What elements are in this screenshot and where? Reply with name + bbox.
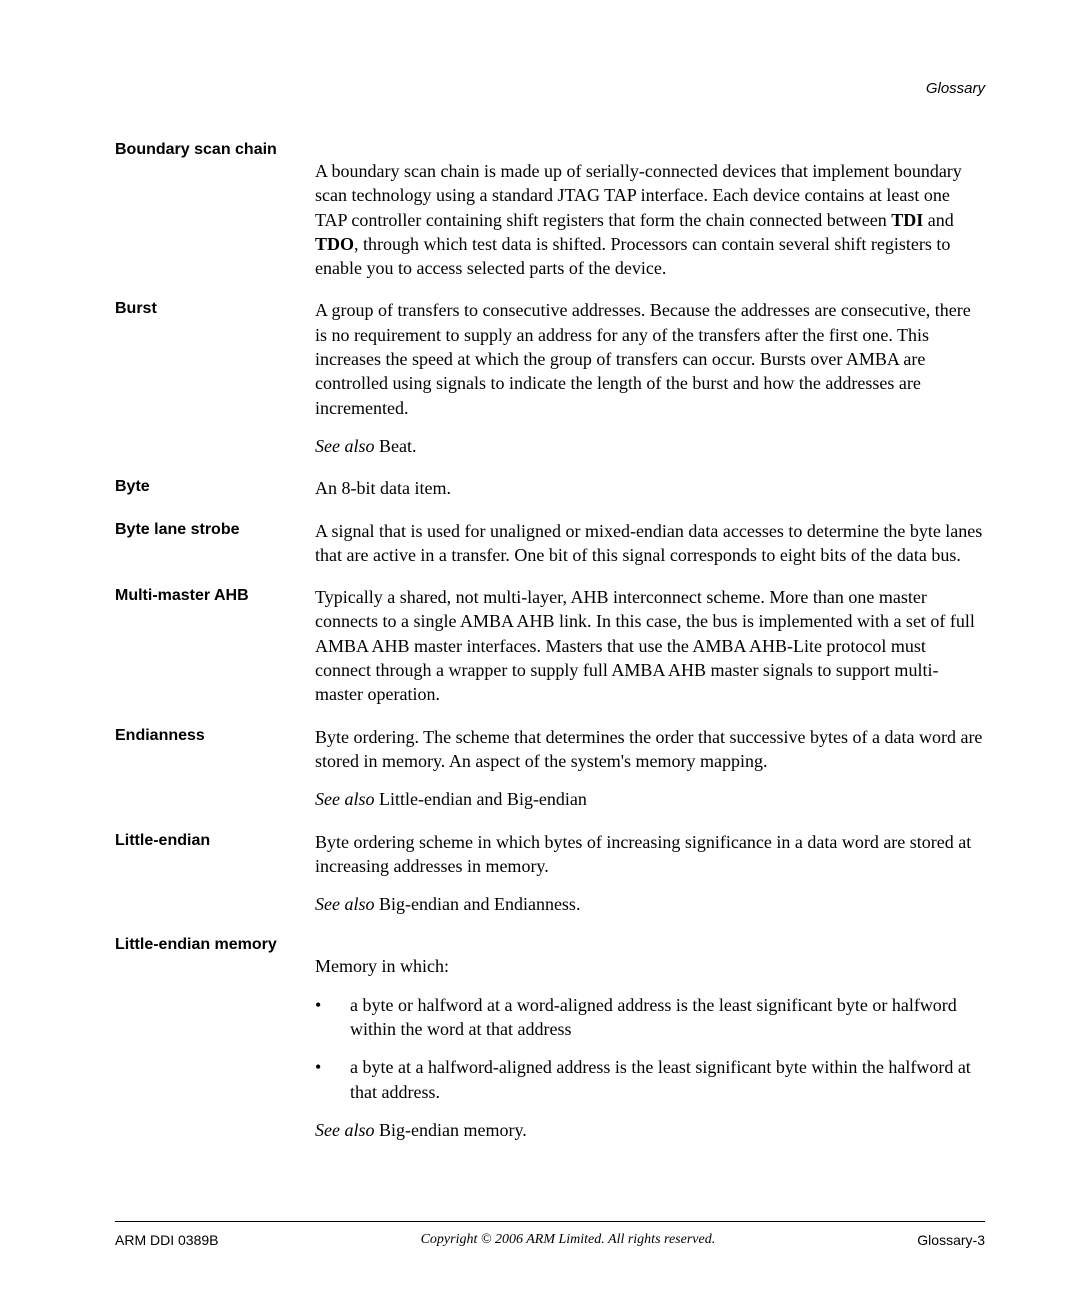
glossary-entries: Boundary scan chainA boundary scan chain…: [115, 139, 985, 1142]
glossary-term: Endianness: [115, 725, 315, 812]
definition-text: A boundary scan chain is made up of seri…: [315, 159, 985, 280]
definition-text: Memory in which:: [315, 954, 985, 978]
list-item: •a byte or halfword at a word-aligned ad…: [315, 993, 985, 1042]
glossary-definition: A signal that is used for unaligned or m…: [315, 519, 985, 568]
glossary-definition: A group of transfers to consecutive addr…: [315, 298, 985, 458]
glossary-entry: Multi-master AHBTypically a shared, not …: [115, 585, 985, 706]
bullet-icon: •: [315, 993, 350, 1042]
bullet-text: a byte or halfword at a word-aligned add…: [350, 993, 985, 1042]
glossary-term: Burst: [115, 298, 315, 458]
glossary-definition: Byte ordering scheme in which bytes of i…: [315, 830, 985, 917]
definition-text: Typically a shared, not multi-layer, AHB…: [315, 585, 985, 706]
page-header: Glossary: [115, 80, 985, 97]
glossary-definition: An 8-bit data item.: [315, 476, 985, 500]
definition-text: Byte ordering scheme in which bytes of i…: [315, 830, 985, 879]
page-footer: ARM DDI 0389B Copyright © 2006 ARM Limit…: [115, 1221, 985, 1248]
list-item: •a byte at a halfword-aligned address is…: [315, 1055, 985, 1104]
glossary-entry: ByteAn 8-bit data item.: [115, 476, 985, 500]
footer-doc-id: ARM DDI 0389B: [115, 1232, 218, 1248]
glossary-entry: Byte lane strobeA signal that is used fo…: [115, 519, 985, 568]
glossary-definition: Byte ordering. The scheme that determine…: [315, 725, 985, 812]
bullet-list: •a byte or halfword at a word-aligned ad…: [315, 993, 985, 1104]
definition-text: Byte ordering. The scheme that determine…: [315, 725, 985, 774]
glossary-entry: EndiannessByte ordering. The scheme that…: [115, 725, 985, 812]
bullet-icon: •: [315, 1055, 350, 1104]
glossary-term: Little-endian memory: [115, 934, 315, 954]
glossary-term: Multi-master AHB: [115, 585, 315, 706]
footer-copyright: Copyright © 2006 ARM Limited. All rights…: [421, 1232, 716, 1248]
glossary-term: Byte lane strobe: [115, 519, 315, 568]
glossary-definition: A boundary scan chain is made up of seri…: [315, 159, 985, 280]
footer-page-number: Glossary-3: [917, 1232, 985, 1248]
glossary-entry: BurstA group of transfers to consecutive…: [115, 298, 985, 458]
glossary-entry: Little-endian memoryMemory in which: •a b…: [115, 934, 985, 1142]
bullet-text: a byte at a halfword-aligned address is …: [350, 1055, 985, 1104]
glossary-term: Byte: [115, 476, 315, 500]
see-also: See also Big-endian memory.: [315, 1118, 985, 1142]
glossary-entry: Boundary scan chainA boundary scan chain…: [115, 139, 985, 280]
see-also: See also Beat.: [315, 434, 985, 458]
header-label: Glossary: [926, 80, 985, 97]
definition-text: A signal that is used for unaligned or m…: [315, 519, 985, 568]
see-also: See also Big-endian and Endianness.: [315, 892, 985, 916]
glossary-entry: Little-endianByte ordering scheme in whi…: [115, 830, 985, 917]
glossary-definition: Memory in which: •a byte or halfword at a…: [315, 954, 985, 1142]
glossary-term: Boundary scan chain: [115, 139, 315, 159]
see-also: See also Little-endian and Big-endian: [315, 787, 985, 811]
definition-text: A group of transfers to consecutive addr…: [315, 298, 985, 419]
glossary-term: Little-endian: [115, 830, 315, 917]
definition-text: An 8-bit data item.: [315, 476, 985, 500]
glossary-definition: Typically a shared, not multi-layer, AHB…: [315, 585, 985, 706]
